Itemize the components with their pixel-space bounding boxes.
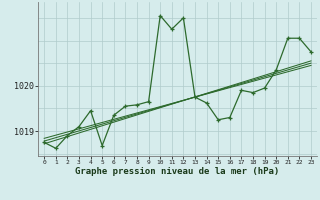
X-axis label: Graphe pression niveau de la mer (hPa): Graphe pression niveau de la mer (hPa) xyxy=(76,167,280,176)
